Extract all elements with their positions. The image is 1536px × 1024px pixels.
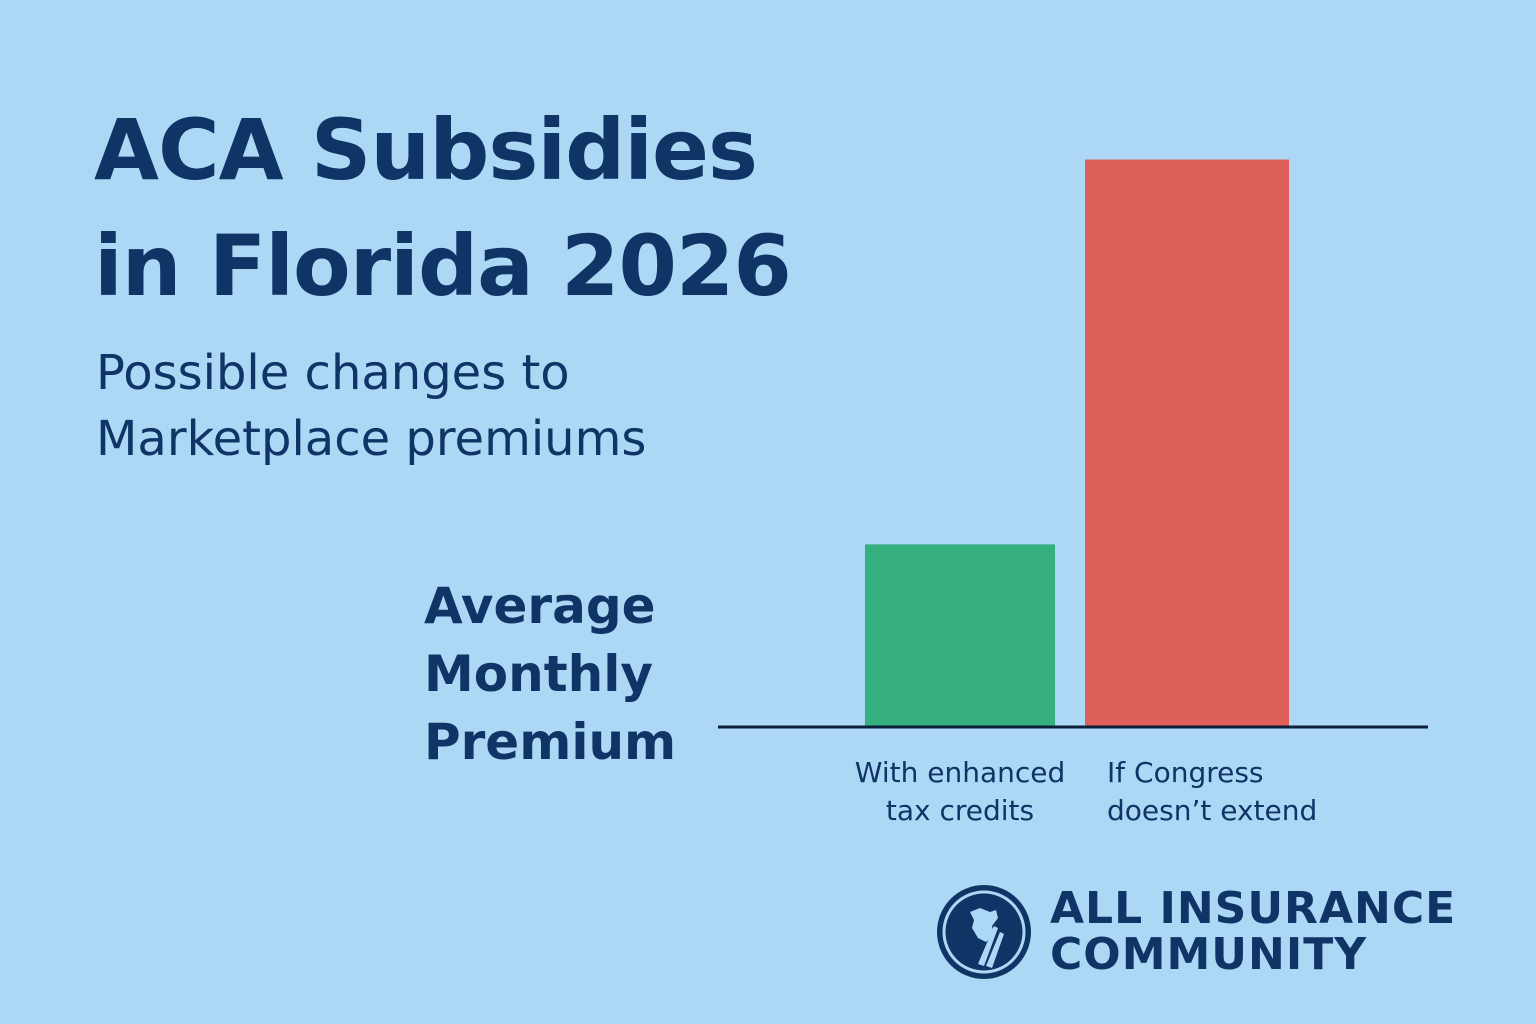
page-subtitle: Possible changes to Marketplace premiums [96, 340, 646, 472]
page-title: ACA Subsidies in Florida 2026 [94, 92, 914, 324]
bar-1 [865, 544, 1055, 726]
subtitle-line-1: Possible changes to [96, 345, 570, 401]
title-line-2: in Florida 2026 [94, 217, 792, 315]
x-tick-label-1-line-2: tax credits [886, 794, 1034, 827]
y-axis-label-line-1: Average [424, 577, 656, 635]
y-axis-label-line-2: Monthly [424, 645, 653, 703]
y-axis-label-line-3: Premium [424, 713, 677, 771]
x-tick-label-2-line-2: doesn’t extend [1107, 794, 1317, 827]
shield-road-logo-icon [937, 885, 1031, 979]
bar-2 [1085, 159, 1289, 726]
subtitle-line-2: Marketplace premiums [96, 411, 647, 467]
x-tick-label-1-line-1: With enhanced [855, 756, 1066, 789]
y-axis-label: Average Monthly Premium [424, 572, 676, 776]
brand-name: ALL INSURANCE COMMUNITY [1050, 886, 1456, 978]
title-line-1: ACA Subsidies [94, 101, 758, 199]
brand-name-line-1: ALL INSURANCE [1050, 883, 1457, 934]
x-tick-label-2-line-1: If Congress [1107, 756, 1264, 789]
brand-logo: ALL INSURANCE COMMUNITY [934, 882, 1456, 982]
brand-name-line-2: COMMUNITY [1050, 929, 1368, 980]
